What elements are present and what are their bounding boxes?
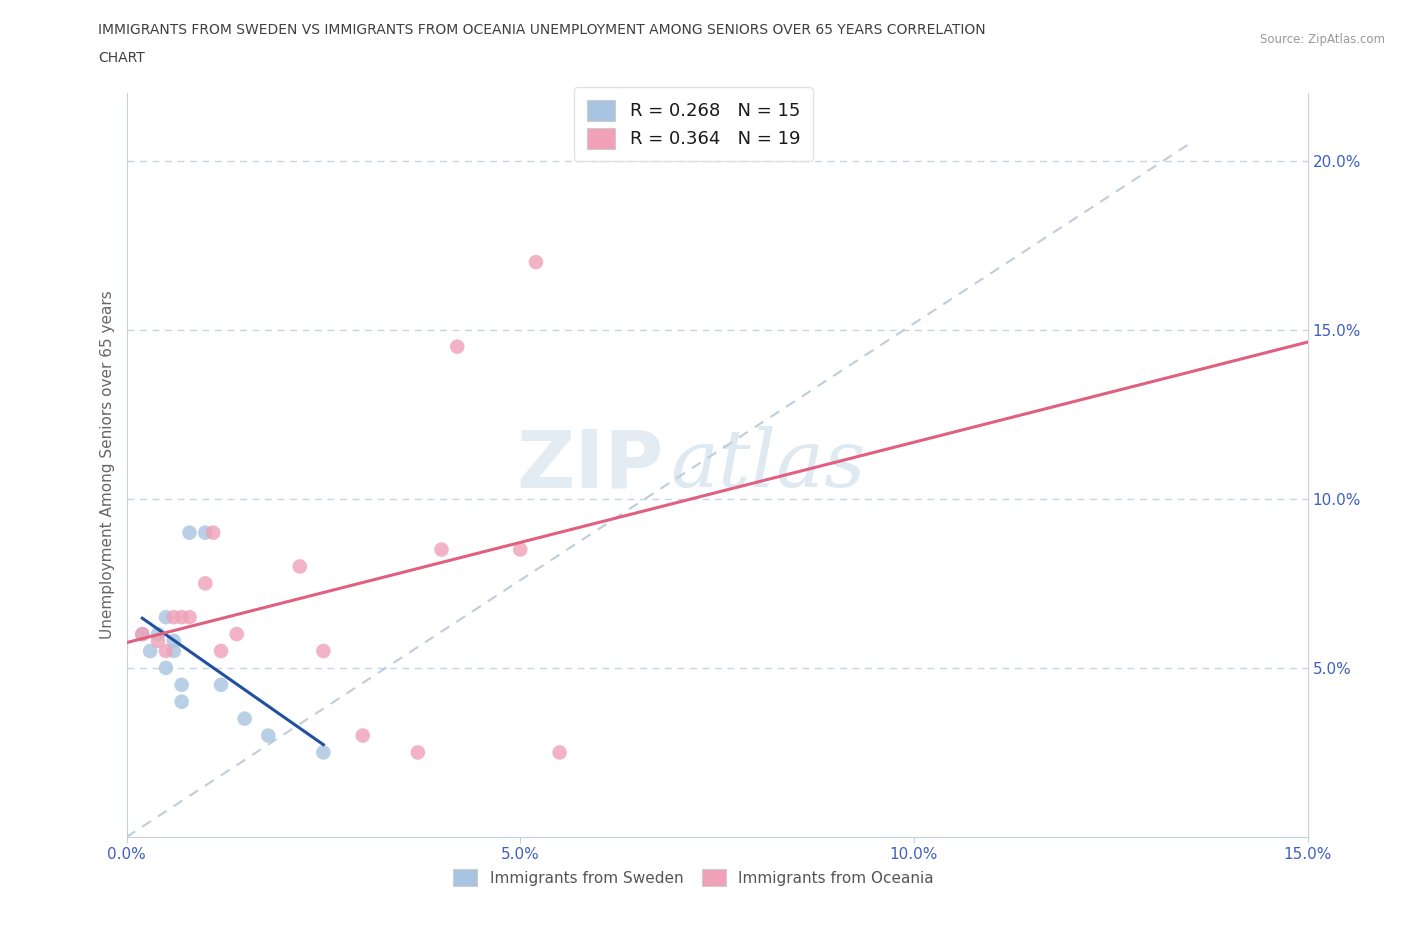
- Text: Source: ZipAtlas.com: Source: ZipAtlas.com: [1260, 33, 1385, 46]
- Point: [509, 542, 531, 557]
- Point: [225, 627, 247, 642]
- Point: [170, 695, 193, 710]
- Point: [209, 644, 232, 658]
- Point: [146, 627, 169, 642]
- Text: CHART: CHART: [98, 51, 145, 65]
- Point: [163, 610, 186, 625]
- Point: [146, 633, 169, 648]
- Point: [155, 610, 177, 625]
- Point: [209, 677, 232, 692]
- Point: [446, 339, 468, 354]
- Point: [155, 644, 177, 658]
- Point: [406, 745, 429, 760]
- Point: [312, 644, 335, 658]
- Point: [163, 644, 186, 658]
- Point: [288, 559, 311, 574]
- Point: [233, 711, 256, 726]
- Point: [170, 610, 193, 625]
- Legend: Immigrants from Sweden, Immigrants from Oceania: Immigrants from Sweden, Immigrants from …: [447, 863, 941, 893]
- Text: ZIP: ZIP: [516, 426, 664, 504]
- Point: [524, 255, 547, 270]
- Point: [194, 576, 217, 591]
- Point: [312, 745, 335, 760]
- Text: IMMIGRANTS FROM SWEDEN VS IMMIGRANTS FROM OCEANIA UNEMPLOYMENT AMONG SENIORS OVE: IMMIGRANTS FROM SWEDEN VS IMMIGRANTS FRO…: [98, 23, 986, 37]
- Point: [430, 542, 453, 557]
- Point: [131, 627, 153, 642]
- Point: [139, 644, 162, 658]
- Point: [179, 610, 201, 625]
- Point: [202, 525, 225, 540]
- Text: atlas: atlas: [669, 426, 865, 504]
- Point: [155, 660, 177, 675]
- Point: [352, 728, 374, 743]
- Point: [257, 728, 280, 743]
- Point: [194, 525, 217, 540]
- Point: [170, 677, 193, 692]
- Point: [131, 627, 153, 642]
- Point: [548, 745, 571, 760]
- Point: [163, 633, 186, 648]
- Y-axis label: Unemployment Among Seniors over 65 years: Unemployment Among Seniors over 65 years: [100, 291, 115, 640]
- Point: [179, 525, 201, 540]
